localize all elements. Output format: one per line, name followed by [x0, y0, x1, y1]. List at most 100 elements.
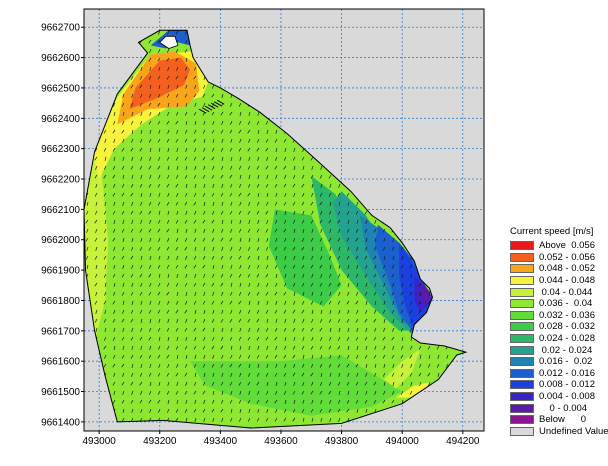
- velocity-arrow: [211, 255, 215, 260]
- velocity-arrow: [410, 381, 413, 386]
- velocity-arrow: [140, 174, 143, 179]
- velocity-arrow: [301, 345, 305, 350]
- velocity-arrow: [158, 192, 161, 197]
- velocity-arrow: [364, 255, 368, 260]
- velocity-arrow: [238, 291, 242, 296]
- velocity-arrow: [176, 291, 179, 296]
- velocity-arrow: [94, 237, 98, 242]
- velocity-arrow: [166, 228, 170, 233]
- x-tick-label: 493400: [204, 436, 238, 447]
- legend-item: Above 0.056: [510, 240, 608, 252]
- velocity-arrow: [140, 192, 143, 197]
- legend-item: 0.032 - 0.036: [510, 310, 608, 322]
- velocity-arrow: [320, 336, 323, 341]
- velocity-arrow: [409, 309, 413, 314]
- velocity-arrow: [194, 399, 197, 404]
- velocity-arrow: [274, 165, 278, 170]
- velocity-arrow: [256, 228, 260, 233]
- velocity-arrow: [311, 255, 314, 260]
- velocity-arrow: [221, 201, 224, 206]
- velocity-arrow: [176, 129, 179, 134]
- velocity-arrow: [391, 372, 395, 377]
- velocity-arrow: [140, 237, 143, 242]
- velocity-arrow: [373, 255, 377, 260]
- legend-swatch: [510, 345, 534, 355]
- x-tick-label: 493200: [143, 436, 177, 447]
- velocity-arrow: [131, 201, 134, 206]
- legend-item: 0.044 - 0.048: [510, 275, 608, 287]
- velocity-arrow: [94, 273, 98, 278]
- velocity-arrow: [166, 183, 170, 188]
- velocity-arrow: [139, 138, 143, 143]
- velocity-arrow: [194, 165, 197, 170]
- velocity-arrow: [301, 390, 305, 395]
- velocity-arrow: [121, 354, 125, 359]
- velocity-arrow: [103, 336, 107, 341]
- velocity-arrow: [229, 237, 233, 242]
- velocity-arrow: [94, 192, 98, 197]
- velocity-arrow: [364, 291, 368, 296]
- velocity-arrow: [193, 129, 197, 134]
- velocity-arrow: [113, 390, 116, 395]
- legend-swatch: [510, 415, 534, 425]
- velocity-arrow: [194, 183, 197, 188]
- velocity-arrow: [247, 336, 251, 341]
- velocity-arrow: [229, 102, 233, 107]
- velocity-arrow: [328, 318, 332, 323]
- velocity-arrow: [355, 291, 359, 296]
- velocity-arrow: [229, 336, 233, 341]
- velocity-arrow: [221, 264, 224, 269]
- velocity-arrow: [166, 219, 170, 224]
- velocity-arrow: [193, 219, 197, 224]
- velocity-arrow: [256, 183, 260, 188]
- velocity-arrow: [355, 381, 359, 386]
- velocity-arrow: [266, 318, 269, 323]
- velocity-arrow: [148, 138, 152, 143]
- velocity-arrow: [167, 174, 170, 179]
- velocity-arrow: [356, 264, 359, 269]
- velocity-arrow: [149, 192, 152, 197]
- legend-item: 0.012 - 0.016: [510, 368, 608, 380]
- velocity-arrow: [158, 111, 161, 116]
- velocity-arrow: [148, 210, 152, 215]
- velocity-arrow: [194, 147, 197, 152]
- velocity-arrow: [284, 273, 287, 278]
- velocity-arrow: [131, 111, 134, 116]
- velocity-arrow: [320, 246, 323, 251]
- legend-swatch: [510, 264, 534, 274]
- velocity-arrow: [157, 75, 161, 80]
- velocity-arrow: [392, 318, 395, 323]
- velocity-arrow: [230, 417, 233, 422]
- velocity-arrow: [148, 201, 152, 206]
- velocity-arrow: [184, 237, 188, 242]
- velocity-arrow: [401, 282, 404, 287]
- velocity-arrow: [293, 255, 296, 260]
- velocity-arrow: [355, 228, 359, 233]
- velocity-arrow: [239, 120, 242, 125]
- velocity-arrow: [220, 174, 224, 179]
- velocity-arrow: [211, 174, 215, 179]
- velocity-arrow: [275, 237, 278, 242]
- velocity-arrow: [194, 291, 197, 296]
- velocity-arrow: [184, 30, 188, 35]
- velocity-arrow: [121, 255, 125, 260]
- velocity-arrow: [238, 192, 242, 197]
- velocity-arrow: [257, 282, 260, 287]
- velocity-arrow: [302, 273, 305, 278]
- velocity-arrow: [391, 390, 395, 395]
- velocity-arrow: [185, 417, 188, 422]
- y-tick-label: 9661700: [41, 326, 80, 337]
- x-tick-label: 494200: [446, 436, 480, 447]
- velocity-arrow: [157, 201, 161, 206]
- velocity-arrow: [373, 309, 377, 314]
- velocity-arrow: [193, 192, 197, 197]
- velocity-arrow: [401, 345, 404, 350]
- velocity-arrow: [157, 138, 161, 143]
- velocity-arrow: [131, 93, 134, 98]
- legend-swatch: [510, 426, 534, 436]
- legend-label: 0.016 - 0.02: [539, 356, 593, 368]
- velocity-arrow: [328, 255, 332, 260]
- velocity-arrow: [202, 219, 206, 224]
- velocity-arrow: [256, 354, 260, 359]
- velocity-arrow: [139, 210, 143, 215]
